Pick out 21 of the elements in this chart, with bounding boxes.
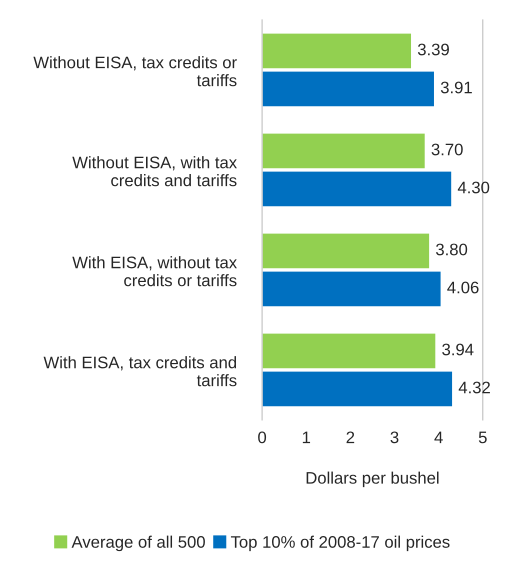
data-label: 3.70 [432,144,463,156]
data-label: 4.32 [458,382,490,394]
data-label: 3.94 [442,344,474,356]
data-label: 3.39 [418,44,449,56]
data-label: 3.91 [440,82,472,94]
data-label: 4.30 [458,182,490,194]
data-label: 4.06 [447,282,479,294]
y-tick-label: Without EISA, tax credits or tariffs [33,56,237,86]
y-tick-label: With EISA, tax credits and tariffs [44,356,236,386]
x-tick-label: 2 [346,431,354,444]
legend-label: Top 10% of 2008-17 oil prices [230,536,450,552]
x-tick-label: 5 [478,432,487,444]
x-tick-label: 3 [390,431,398,444]
y-tick-label: With EISA, without tax credits or tariffs [72,256,237,286]
data-label: 3.80 [436,244,468,256]
x-axis-title: Dollars per bushel [306,472,438,488]
x-tick-label: 4 [434,432,443,444]
y-tick-label: Without EISA, with tax credits and tariffs [72,156,237,186]
x-tick-label: 1 [302,432,310,444]
legend-label: Average of all 500 [72,536,205,552]
x-tick-label: 0 [258,431,266,444]
